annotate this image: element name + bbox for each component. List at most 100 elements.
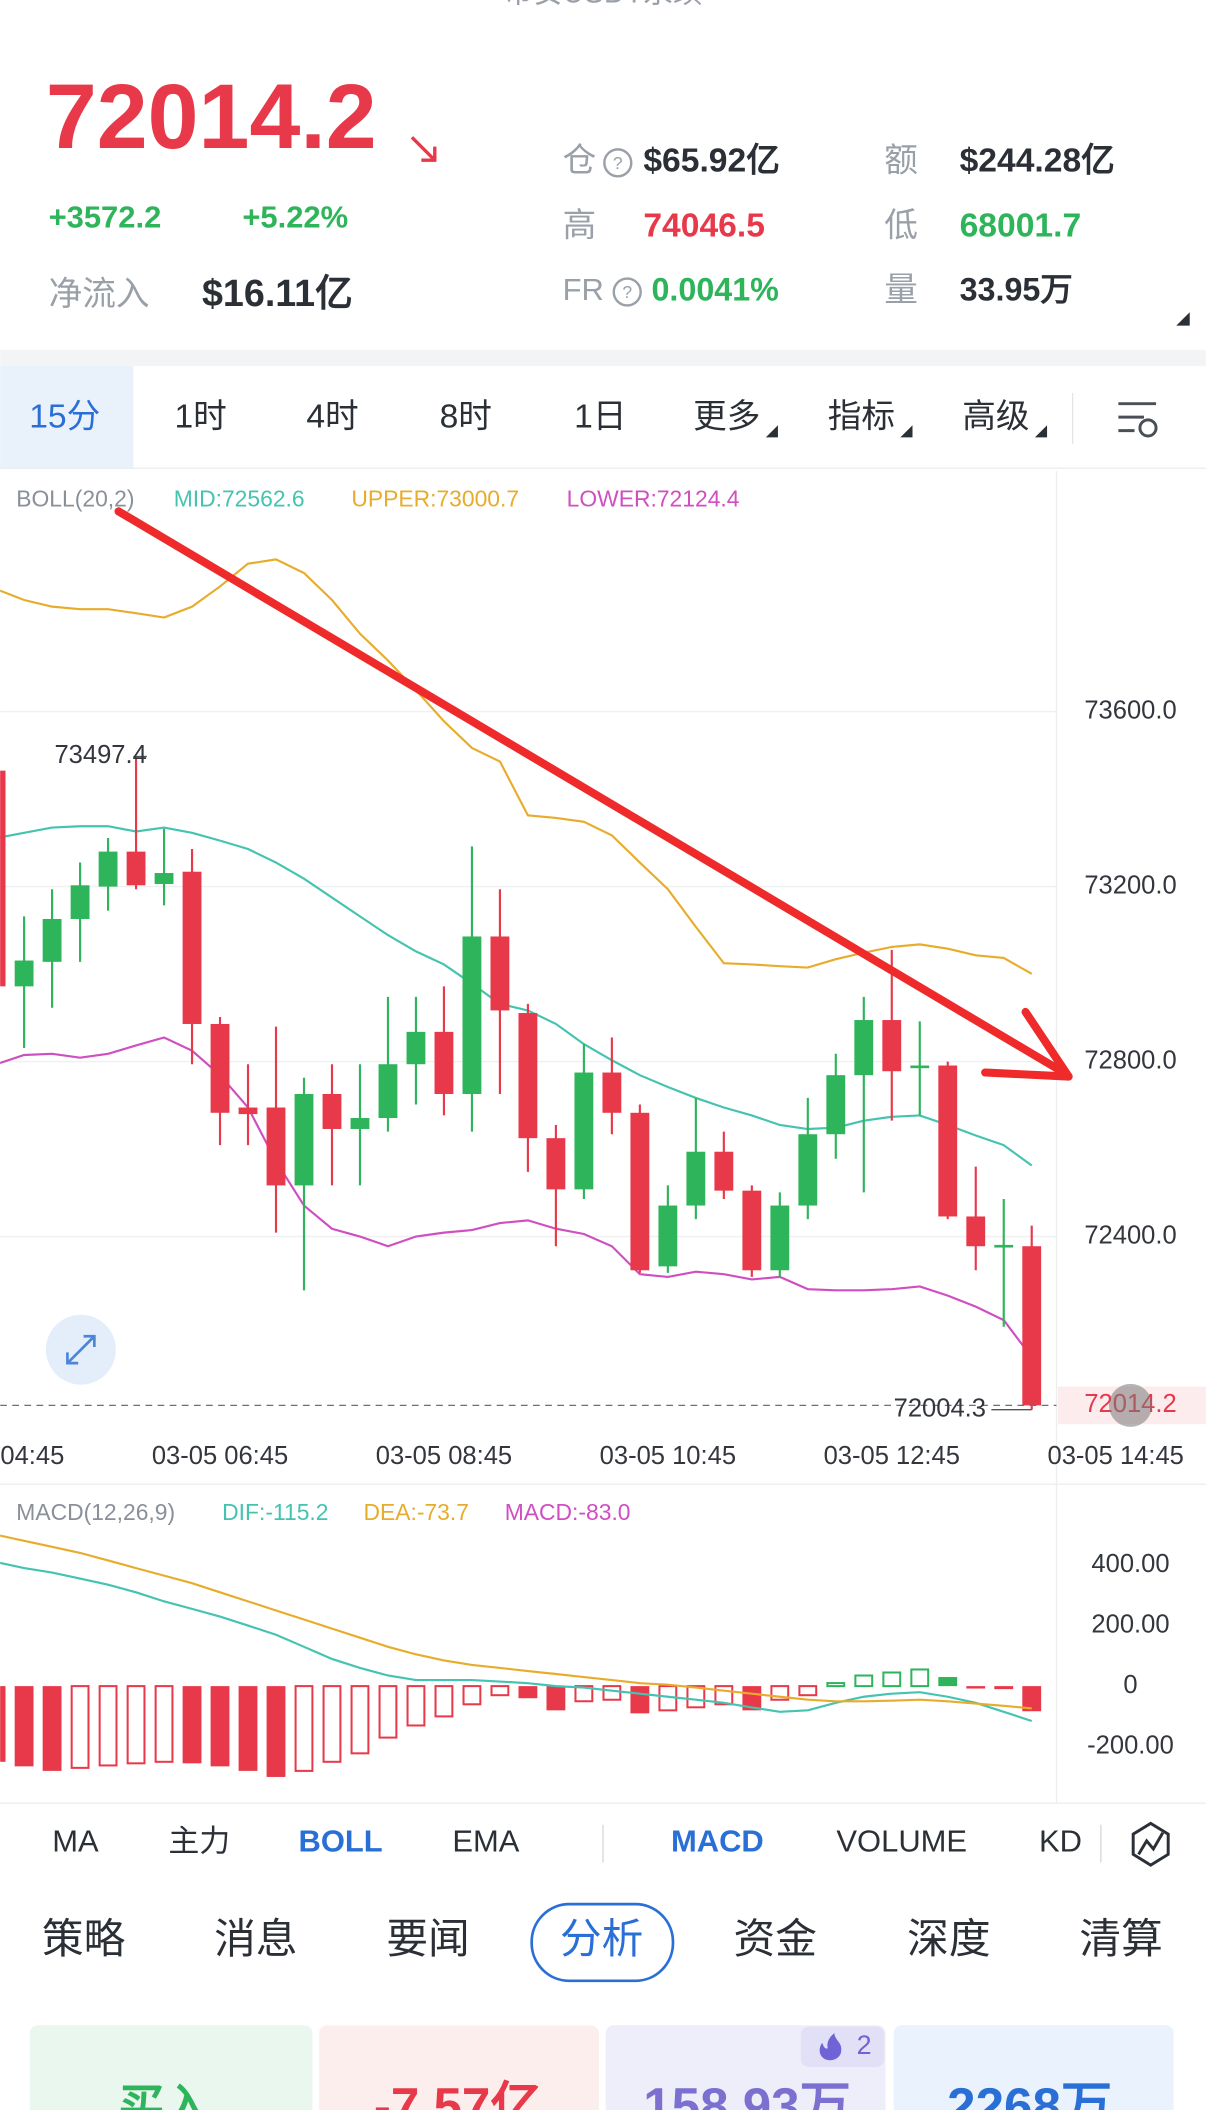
- macd-bar: [98, 1685, 118, 1767]
- x-tick-label: 03-05 10:45: [600, 1442, 736, 1470]
- y-tick-label: 72800.0: [1084, 1046, 1176, 1074]
- candle-body: [770, 1205, 790, 1271]
- macd-bar: [70, 1685, 90, 1769]
- timeframe-tab[interactable]: 4时: [306, 398, 358, 435]
- indicator-tab[interactable]: KD: [1039, 1824, 1082, 1859]
- macd-bar: [770, 1685, 790, 1701]
- macd-plot: [0, 1534, 1042, 1777]
- indicator-tab[interactable]: MA: [52, 1824, 99, 1859]
- candle-body: [854, 1020, 874, 1076]
- candle-body: [266, 1107, 286, 1186]
- card[interactable]: [319, 2025, 599, 2110]
- draw-tool-icon[interactable]: [1131, 1821, 1170, 1867]
- timeframe-tab[interactable]: 指标: [828, 397, 895, 435]
- macd-bar: [182, 1686, 202, 1764]
- tab-selected-bg: [0, 366, 134, 469]
- indicator-tab[interactable]: EMA: [452, 1824, 519, 1859]
- candle-body: [602, 1072, 622, 1113]
- legend-entry: MID:72562.6: [174, 486, 305, 512]
- macd-bar: [518, 1686, 538, 1699]
- nav-tab[interactable]: 分析: [560, 1915, 643, 1962]
- badge-count: 2: [857, 2030, 872, 2060]
- timeframe-tab[interactable]: 更多: [693, 397, 760, 435]
- y-tick-label: 73600.0: [1084, 696, 1176, 724]
- candle-body: [686, 1151, 706, 1206]
- card[interactable]: [893, 2025, 1174, 2110]
- macd-bar: [154, 1685, 174, 1763]
- timeframe-tab[interactable]: 1时: [174, 398, 226, 435]
- stat-value: 0.0041%: [651, 272, 778, 308]
- macd-bar: [630, 1686, 650, 1714]
- stat-value: $65.92亿: [643, 142, 779, 180]
- macd-bar: [602, 1685, 622, 1701]
- stat-label: 量: [884, 272, 918, 309]
- nav-tab[interactable]: 策略: [42, 1915, 126, 1962]
- candle-body: [1022, 1246, 1042, 1406]
- timeframe-tab[interactable]: 1日: [574, 398, 626, 435]
- flame-icon: [819, 2033, 842, 2061]
- change: +3572.2: [49, 200, 162, 235]
- badge: [800, 2026, 885, 2067]
- x-tick-label: 03-05 12:45: [824, 1442, 960, 1470]
- card-value: 158.93万: [643, 2078, 851, 2110]
- indicator-tab[interactable]: 主力: [168, 1824, 230, 1859]
- expand-corner[interactable]: [1176, 312, 1190, 326]
- settings-icon[interactable]: [1118, 402, 1158, 438]
- indicator-tab[interactable]: BOLL: [298, 1824, 382, 1859]
- help-icon[interactable]: [603, 148, 633, 178]
- timeframe-tab[interactable]: 15分: [29, 398, 100, 435]
- legend-entry: DEA:-73.7: [363, 1499, 468, 1525]
- macd-bar: [882, 1671, 902, 1688]
- card[interactable]: [29, 2025, 313, 2110]
- candle-body: [238, 1107, 258, 1115]
- candle-body: [574, 1072, 594, 1190]
- macd-bar: [126, 1685, 146, 1765]
- card-value: -7.57亿: [374, 2078, 542, 2110]
- scroll-button[interactable]: [1108, 1383, 1153, 1427]
- candle-body: [70, 885, 90, 919]
- indicator-line: [0, 558, 1033, 975]
- net-inflow-label: 净流入: [49, 275, 150, 313]
- axes: 72400.072800.073200.073600.072014.203-05…: [0, 486, 1206, 1759]
- nav-tab[interactable]: 清算: [1079, 1915, 1162, 1962]
- legend-entry: DIF:-115.2: [222, 1499, 328, 1525]
- macd-bar: [798, 1685, 818, 1697]
- nav-selected-outline: [530, 1902, 675, 1983]
- candle-body: [98, 851, 118, 887]
- candle-body: [994, 1244, 1014, 1248]
- candle-body: [966, 1216, 986, 1247]
- macd-bar: [406, 1685, 426, 1727]
- trend-icon: [410, 136, 437, 162]
- stat-value: 33.95万: [960, 272, 1073, 308]
- indicator-tab[interactable]: MACD: [671, 1824, 764, 1859]
- macd-bar: [854, 1674, 874, 1688]
- nav-tab[interactable]: 深度: [907, 1915, 990, 1962]
- candle-body: [350, 1118, 370, 1129]
- legend-entry: MACD:-83.0: [505, 1499, 631, 1525]
- y-tick-label: 200.00: [1091, 1610, 1169, 1638]
- candle-body: [938, 1065, 958, 1217]
- candle-body: [182, 871, 202, 1024]
- legend-entry: UPPER:73000.7: [351, 486, 519, 512]
- candle-body: [406, 1031, 426, 1065]
- candle-body: [546, 1138, 566, 1190]
- timeframe-tab[interactable]: 8时: [440, 398, 492, 435]
- timeframe-tab[interactable]: 高级: [962, 397, 1029, 435]
- macd-bar: [714, 1685, 734, 1706]
- candle-body: [798, 1134, 818, 1206]
- macd-bar: [574, 1685, 594, 1703]
- candle-body: [378, 1064, 398, 1119]
- help-icon-glyph: ?: [613, 153, 623, 173]
- nav-tab[interactable]: 消息: [214, 1915, 297, 1962]
- annotation-arrow: [114, 507, 1073, 1081]
- help-icon[interactable]: [612, 277, 642, 307]
- indicator-tab[interactable]: VOLUME: [836, 1824, 967, 1859]
- x-tick-label: 03-05 14:45: [1048, 1442, 1184, 1470]
- stat-label: 高: [563, 206, 597, 244]
- nav-tab[interactable]: 资金: [734, 1915, 817, 1962]
- net-inflow: $16.11亿: [202, 272, 353, 314]
- legend-entry: LOWER:72124.4: [567, 486, 740, 512]
- nav-tab[interactable]: 要闻: [386, 1915, 469, 1962]
- indicator-line: [0, 1534, 1032, 1710]
